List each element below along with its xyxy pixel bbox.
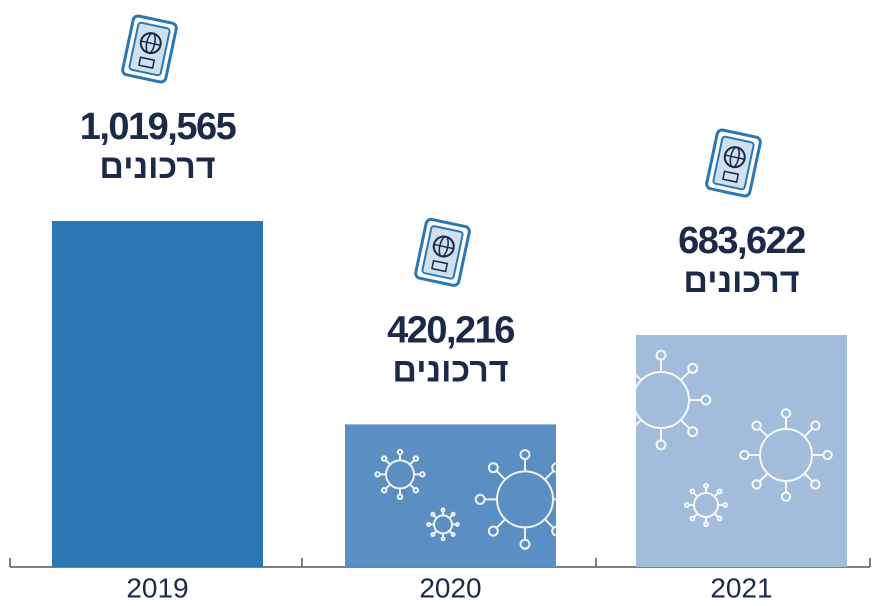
unit-label: דרכונים (392, 351, 508, 389)
virus-tip (625, 364, 634, 373)
category-label: 2020 (419, 572, 481, 603)
category-label: 2021 (710, 572, 772, 603)
virus-tip (625, 427, 634, 436)
bar (52, 221, 263, 567)
value-label: 420,216 (387, 309, 514, 351)
passport-icon (122, 15, 178, 83)
value-label: 683,622 (678, 220, 805, 262)
value-label: 1,019,565 (80, 106, 237, 148)
bar (345, 424, 556, 567)
virus-tip (565, 495, 574, 504)
passport-icon (706, 129, 762, 197)
chart: 1,019,565דרכונים2019420,216דרכונים202068… (0, 0, 881, 606)
category-label: 2019 (126, 572, 188, 603)
virus-tip (612, 396, 621, 405)
unit-label: דרכונים (683, 262, 799, 300)
passport-icon (415, 218, 471, 286)
unit-label: דרכונים (99, 148, 215, 186)
